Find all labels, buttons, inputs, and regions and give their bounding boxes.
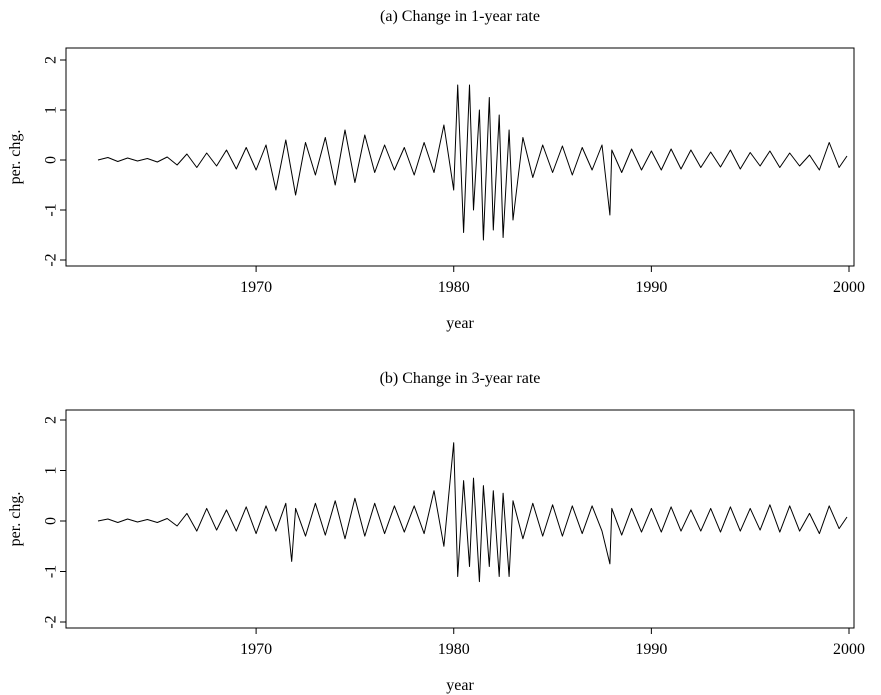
- x-tick-label: 1990: [635, 641, 667, 658]
- y-tick-label: 2: [43, 416, 60, 424]
- y-tick-label: 0: [43, 156, 60, 164]
- y-axis: -2 -1 0 1 2: [43, 416, 66, 629]
- plot-frame: [65, 409, 855, 629]
- y-tick-label: 1: [43, 467, 60, 475]
- x-tick-label: 1990: [635, 279, 667, 296]
- y-tick-label: 0: [43, 517, 60, 525]
- x-tick-label: 1970: [240, 279, 272, 296]
- x-tick-label: 1970: [240, 641, 272, 658]
- x-tick-label: 1980: [438, 641, 470, 658]
- y-axis: -2 -1 0 1 2: [43, 56, 66, 267]
- x-tick-label: 1980: [438, 279, 470, 296]
- y-axis-label: per. chg.: [7, 130, 24, 185]
- y-tick-label: 1: [43, 106, 60, 114]
- y-tick-label: -1: [43, 565, 60, 578]
- x-axis: 1970 1980 1990 2000: [240, 266, 865, 296]
- y-tick-label: -1: [43, 203, 60, 216]
- x-axis: 1970 1980 1990 2000: [240, 628, 865, 658]
- y-axis-label: per. chg.: [7, 492, 24, 547]
- plot-frame: [65, 47, 855, 267]
- y-tick-label: 2: [43, 56, 60, 64]
- x-axis-label: year: [446, 315, 474, 332]
- x-tick-label: 2000: [833, 641, 865, 658]
- y-tick-label: -2: [43, 615, 60, 628]
- chart-title: (a) Change in 1-year rate: [380, 8, 540, 25]
- series-line: [97, 442, 848, 583]
- series-line: [97, 84, 848, 241]
- chart-title: (b) Change in 3-year rate: [380, 370, 541, 387]
- x-tick-label: 2000: [833, 279, 865, 296]
- y-tick-label: -2: [43, 253, 60, 266]
- x-axis-label: year: [446, 677, 474, 694]
